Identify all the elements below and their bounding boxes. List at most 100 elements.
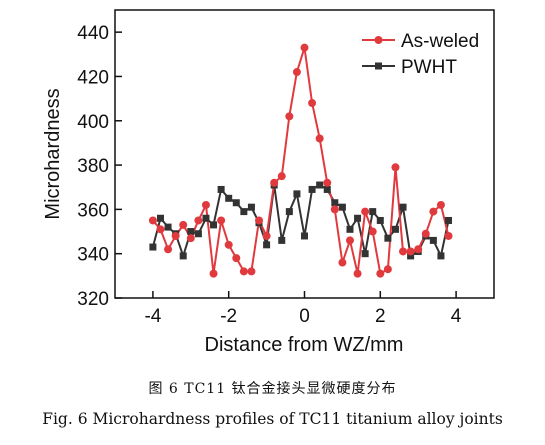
data-point-as-weled <box>232 254 241 263</box>
data-point-pwht <box>316 181 324 189</box>
data-point-pwht <box>285 208 293 216</box>
y-tick-label: 380 <box>77 156 109 177</box>
series-line-as-weled <box>152 47 450 276</box>
data-point-as-weled <box>323 178 332 187</box>
data-point-as-weled <box>171 231 180 240</box>
microhardness-chart: 320 340 360 380 400 420 440 -4 -2 0 2 4 Microhardn… <box>42 9 495 356</box>
series-lines <box>151 47 450 276</box>
data-point-pwht <box>187 228 195 236</box>
data-point-as-weled <box>277 172 286 181</box>
data-point-as-weled <box>429 207 438 216</box>
y-tick-label: 360 <box>77 200 109 221</box>
data-point-pwht <box>225 194 233 202</box>
data-point-as-weled <box>224 240 233 249</box>
data-point-as-weled <box>217 216 226 225</box>
data-point-pwht <box>407 252 415 260</box>
data-point-as-weled <box>361 207 370 216</box>
x-tick-label: 4 <box>451 306 462 327</box>
data-point-as-weled <box>239 267 248 276</box>
data-point-as-weled <box>330 205 339 214</box>
data-point-as-weled <box>186 234 195 243</box>
data-point-as-weled <box>315 134 324 143</box>
x-tick-label: -2 <box>220 306 237 327</box>
data-point-as-weled <box>338 258 347 267</box>
data-point-as-weled <box>353 269 362 278</box>
data-point-as-weled <box>300 43 309 52</box>
data-point-as-weled <box>292 68 301 77</box>
data-point-as-weled <box>345 236 354 245</box>
data-point-pwht <box>346 225 354 233</box>
legend-label: PWHT <box>401 57 457 78</box>
data-point-as-weled <box>414 245 423 254</box>
y-tick-label: 340 <box>77 245 109 266</box>
figure-caption-chinese: 图 6 TC11 钛合金接头显微硬度分布 <box>148 381 397 397</box>
data-point-as-weled <box>156 225 165 234</box>
data-point-as-weled <box>209 269 218 278</box>
legend-marker <box>374 36 383 44</box>
data-point-pwht <box>308 185 316 193</box>
data-point-pwht <box>361 250 369 258</box>
legend-marker <box>375 62 382 70</box>
data-point-pwht <box>331 199 339 207</box>
data-point-pwht <box>156 214 164 222</box>
data-point-pwht <box>338 203 346 211</box>
data-point-as-weled <box>308 99 317 108</box>
data-point-pwht <box>429 236 437 244</box>
data-point-pwht <box>217 185 225 193</box>
data-point-pwht <box>384 234 392 242</box>
data-point-as-weled <box>247 267 256 276</box>
data-point-pwht <box>354 214 362 222</box>
data-point-as-weled <box>383 265 392 274</box>
legend-label: As-weled <box>401 31 479 52</box>
data-point-as-weled <box>262 231 271 240</box>
data-point-as-weled <box>255 216 264 225</box>
x-tick-label: 2 <box>375 306 386 327</box>
x-tick-label: -4 <box>144 306 161 327</box>
y-axis: 320 340 360 380 400 420 440 <box>77 23 122 310</box>
data-point-pwht <box>232 199 240 207</box>
data-point-as-weled <box>368 227 377 236</box>
data-point-pwht <box>247 203 255 211</box>
x-tick-label: 0 <box>299 306 310 327</box>
figure-caption-english: Fig. 6 Microhardness profiles of TC11 ti… <box>42 410 503 428</box>
data-point-pwht <box>437 252 445 260</box>
data-point-pwht <box>263 241 271 249</box>
data-point-as-weled <box>164 245 173 254</box>
y-tick-label: 320 <box>77 289 109 310</box>
data-point-pwht <box>149 243 157 251</box>
data-point-pwht <box>240 208 248 216</box>
data-point-as-weled <box>201 200 210 209</box>
data-point-as-weled <box>148 216 157 225</box>
data-point-pwht <box>293 190 301 198</box>
data-point-as-weled <box>179 220 188 229</box>
y-tick-label: 440 <box>77 23 109 44</box>
data-point-pwht <box>164 223 172 231</box>
data-point-as-weled <box>285 112 294 121</box>
data-point-pwht <box>323 185 331 193</box>
data-point-as-weled <box>406 247 415 256</box>
data-point-pwht <box>369 208 377 216</box>
data-point-as-weled <box>399 247 408 256</box>
series-markers <box>148 43 453 278</box>
legend: As-weled PWHT <box>362 31 479 78</box>
data-point-as-weled <box>376 269 385 278</box>
data-point-pwht <box>391 225 399 233</box>
data-point-pwht <box>278 236 286 244</box>
data-point-pwht <box>376 216 384 224</box>
data-point-pwht <box>194 230 202 238</box>
x-axis: -4 -2 0 2 4 <box>144 291 462 327</box>
data-point-pwht <box>179 252 187 260</box>
data-point-as-weled <box>444 231 453 240</box>
data-point-pwht <box>210 221 218 229</box>
data-point-as-weled <box>391 163 400 172</box>
data-point-pwht <box>301 232 308 240</box>
data-point-as-weled <box>270 178 279 187</box>
data-point-as-weled <box>421 229 430 238</box>
data-point-pwht <box>399 203 407 211</box>
x-axis-title: Distance from WZ/mm <box>205 334 404 356</box>
data-point-pwht <box>202 214 210 222</box>
data-point-as-weled <box>194 216 203 225</box>
y-tick-label: 420 <box>77 67 109 88</box>
data-point-as-weled <box>436 200 445 209</box>
data-point-pwht <box>445 216 453 224</box>
